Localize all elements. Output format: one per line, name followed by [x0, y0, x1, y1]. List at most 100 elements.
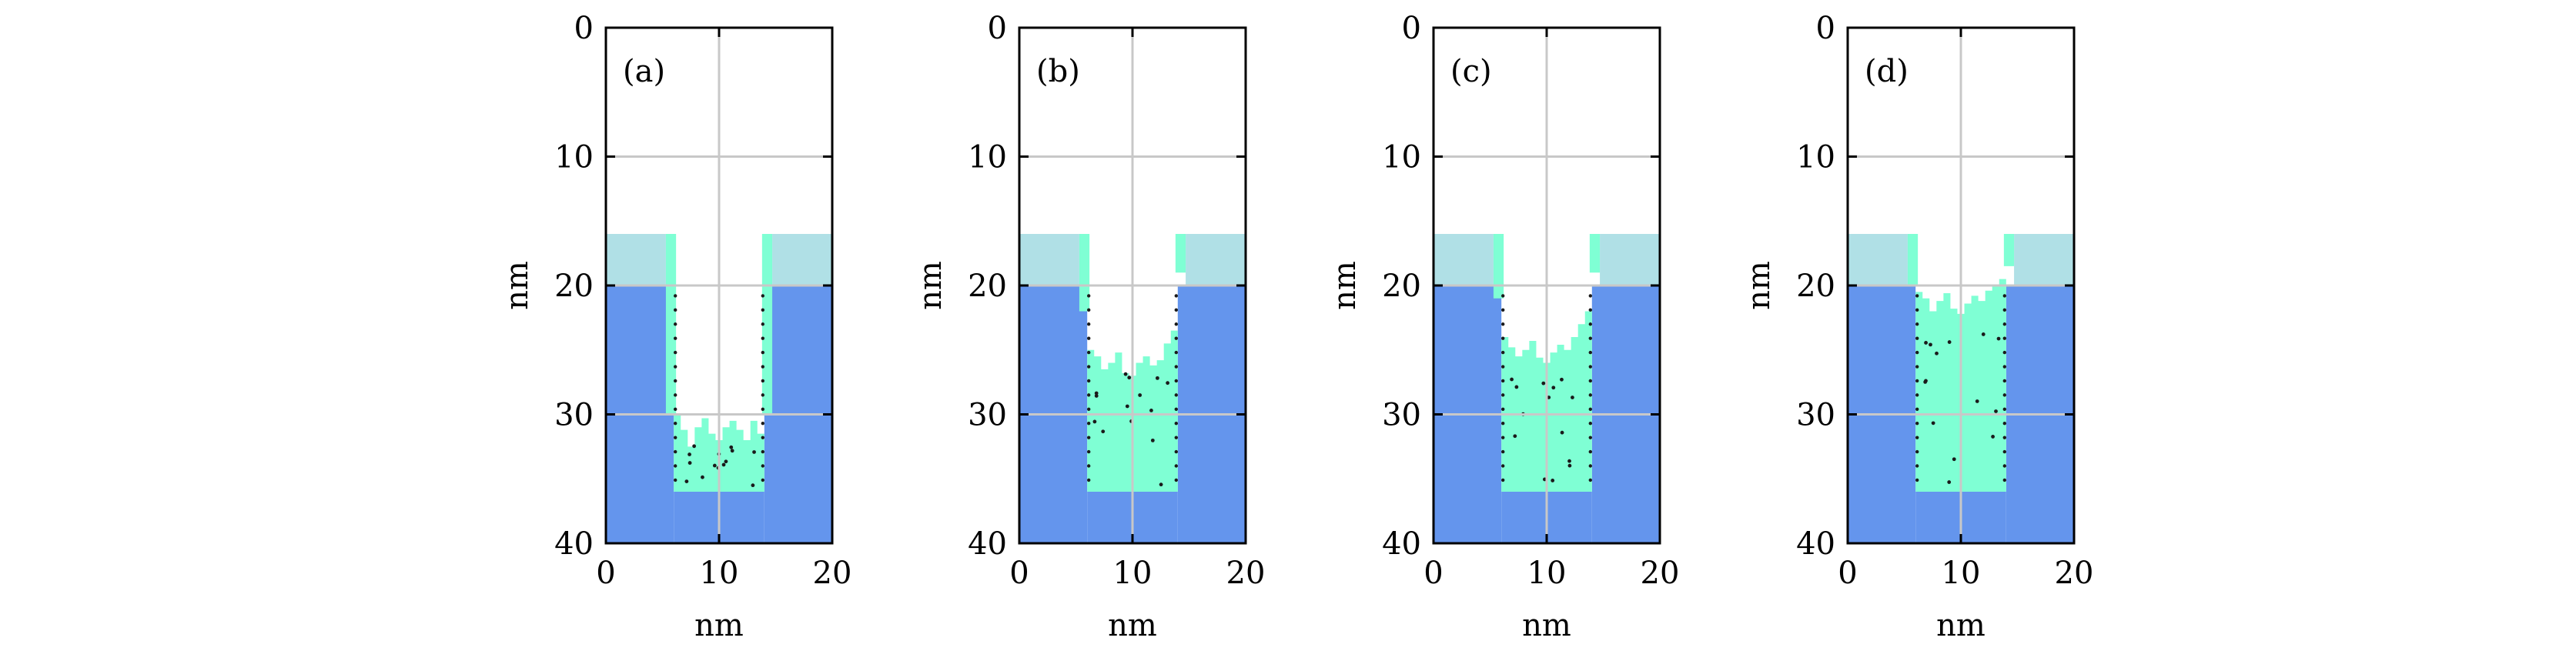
dot-marker: [1087, 322, 1091, 326]
x-tick-label: 10: [1942, 556, 1981, 591]
dot-marker: [1924, 341, 1928, 345]
dot-marker: [1994, 409, 1998, 413]
axis-ticks: [1018, 26, 1247, 545]
dot-marker: [761, 350, 764, 355]
dot-marker: [1931, 421, 1935, 426]
x-tick-label: 0: [1423, 556, 1443, 591]
dot-marker: [1087, 449, 1091, 454]
dot-marker: [1923, 380, 1928, 384]
dot-marker: [1588, 365, 1592, 369]
dot-marker: [1947, 480, 1952, 484]
dot-marker: [1174, 422, 1179, 426]
dot-marker: [2002, 422, 2006, 426]
y-tick-label: 20: [1796, 269, 1835, 304]
dot-marker: [1501, 294, 1505, 298]
dot-marker: [721, 462, 726, 467]
y-tick-label: 0: [988, 11, 1007, 46]
dot-marker: [2002, 464, 2006, 468]
dot-marker: [1915, 336, 1919, 340]
dot-marker: [1915, 379, 1919, 383]
dot-marker: [1501, 393, 1505, 397]
y-tick-label: 40: [1796, 526, 1835, 562]
right-wall-deposit: [2003, 234, 2015, 266]
dot-marker: [1127, 376, 1132, 380]
x-tick-label: 20: [813, 556, 852, 591]
y-tick-label: 40: [968, 526, 1007, 562]
dot-marker: [751, 483, 755, 488]
dot-marker: [1174, 393, 1179, 397]
dot-marker: [1501, 322, 1505, 326]
dot-marker: [1588, 478, 1592, 482]
dot-marker: [1501, 436, 1505, 439]
dot-marker: [1567, 463, 1572, 468]
dot-marker: [674, 350, 677, 355]
dot-marker: [761, 336, 764, 340]
left-wall-deposit: [1079, 234, 1090, 312]
y-tick-label: 20: [554, 269, 594, 304]
dot-marker: [1514, 385, 1519, 389]
grid-lines: [1434, 28, 1660, 543]
dot-marker: [1149, 408, 1153, 412]
dot-marker: [761, 365, 764, 369]
mask-right-region: [772, 234, 832, 285]
right-wall-deposit: [1175, 234, 1186, 273]
axis-ticks: [1846, 26, 2076, 545]
chart-panel-d: 0 10 20 0 10 20 30 40 nm nm (d): [1741, 11, 2093, 643]
dot-marker: [1094, 394, 1099, 398]
dot-marker: [1571, 396, 1574, 399]
dot-marker: [1915, 478, 1919, 482]
x-tick-label: 10: [1527, 556, 1567, 591]
left-wall-deposit: [1493, 234, 1504, 299]
chart-panel-c: 0 10 20 0 10 20 30 40 nm nm (c): [1327, 11, 1679, 643]
dot-marker: [2002, 294, 2006, 298]
dot-marker: [1125, 404, 1129, 409]
dot-marker: [1588, 393, 1592, 397]
dot-marker: [1101, 429, 1106, 434]
y-axis-label: nm: [913, 261, 948, 310]
dot-marker: [1915, 350, 1919, 355]
dot-marker: [1155, 376, 1159, 380]
dot-marker: [712, 463, 717, 468]
dot-marker: [1094, 391, 1099, 396]
dot-marker: [729, 445, 734, 449]
y-tick-label: 0: [574, 11, 594, 46]
dot-marker: [1166, 381, 1170, 386]
y-axis-label: nm: [1741, 261, 1777, 310]
dot-marker: [724, 459, 728, 464]
dot-marker: [1935, 351, 1939, 356]
axis-ticks: [604, 26, 834, 545]
dot-marker: [761, 308, 764, 312]
y-axis-label: nm: [1327, 261, 1363, 310]
dot-marker: [1551, 479, 1555, 482]
dot-marker: [674, 308, 677, 312]
dot-marker: [2002, 336, 2006, 340]
chart-panel-b: 0 10 20 0 10 20 30 40 nm nm (b): [913, 11, 1265, 643]
dot-marker: [1087, 308, 1091, 312]
dot-marker: [1174, 449, 1179, 454]
dot-marker: [1087, 336, 1091, 340]
dot-marker: [1975, 399, 1979, 403]
dot-marker: [730, 449, 734, 453]
x-axis-label: nm: [694, 608, 744, 643]
dot-marker: [2002, 365, 2006, 369]
y-tick-label: 10: [1796, 140, 1835, 175]
dot-marker: [1510, 377, 1514, 382]
sidewall-dots: [674, 294, 764, 488]
dot-marker: [1588, 422, 1592, 426]
panel-label: (c): [1450, 54, 1492, 89]
y-tick-label: 30: [1382, 398, 1421, 433]
dot-marker: [761, 393, 764, 397]
dot-marker: [674, 422, 677, 426]
y-tick-label: 30: [1796, 398, 1835, 433]
dot-marker: [1560, 430, 1564, 435]
dot-marker: [1560, 377, 1564, 382]
dot-marker: [1915, 322, 1919, 326]
mask-left-region: [1434, 234, 1494, 285]
dot-marker: [1174, 322, 1179, 326]
mask-right-region: [2014, 234, 2074, 285]
dot-marker: [1174, 294, 1179, 298]
dot-marker: [1551, 386, 1556, 390]
y-tick-label: 10: [968, 140, 1007, 175]
dot-marker: [1588, 336, 1592, 340]
